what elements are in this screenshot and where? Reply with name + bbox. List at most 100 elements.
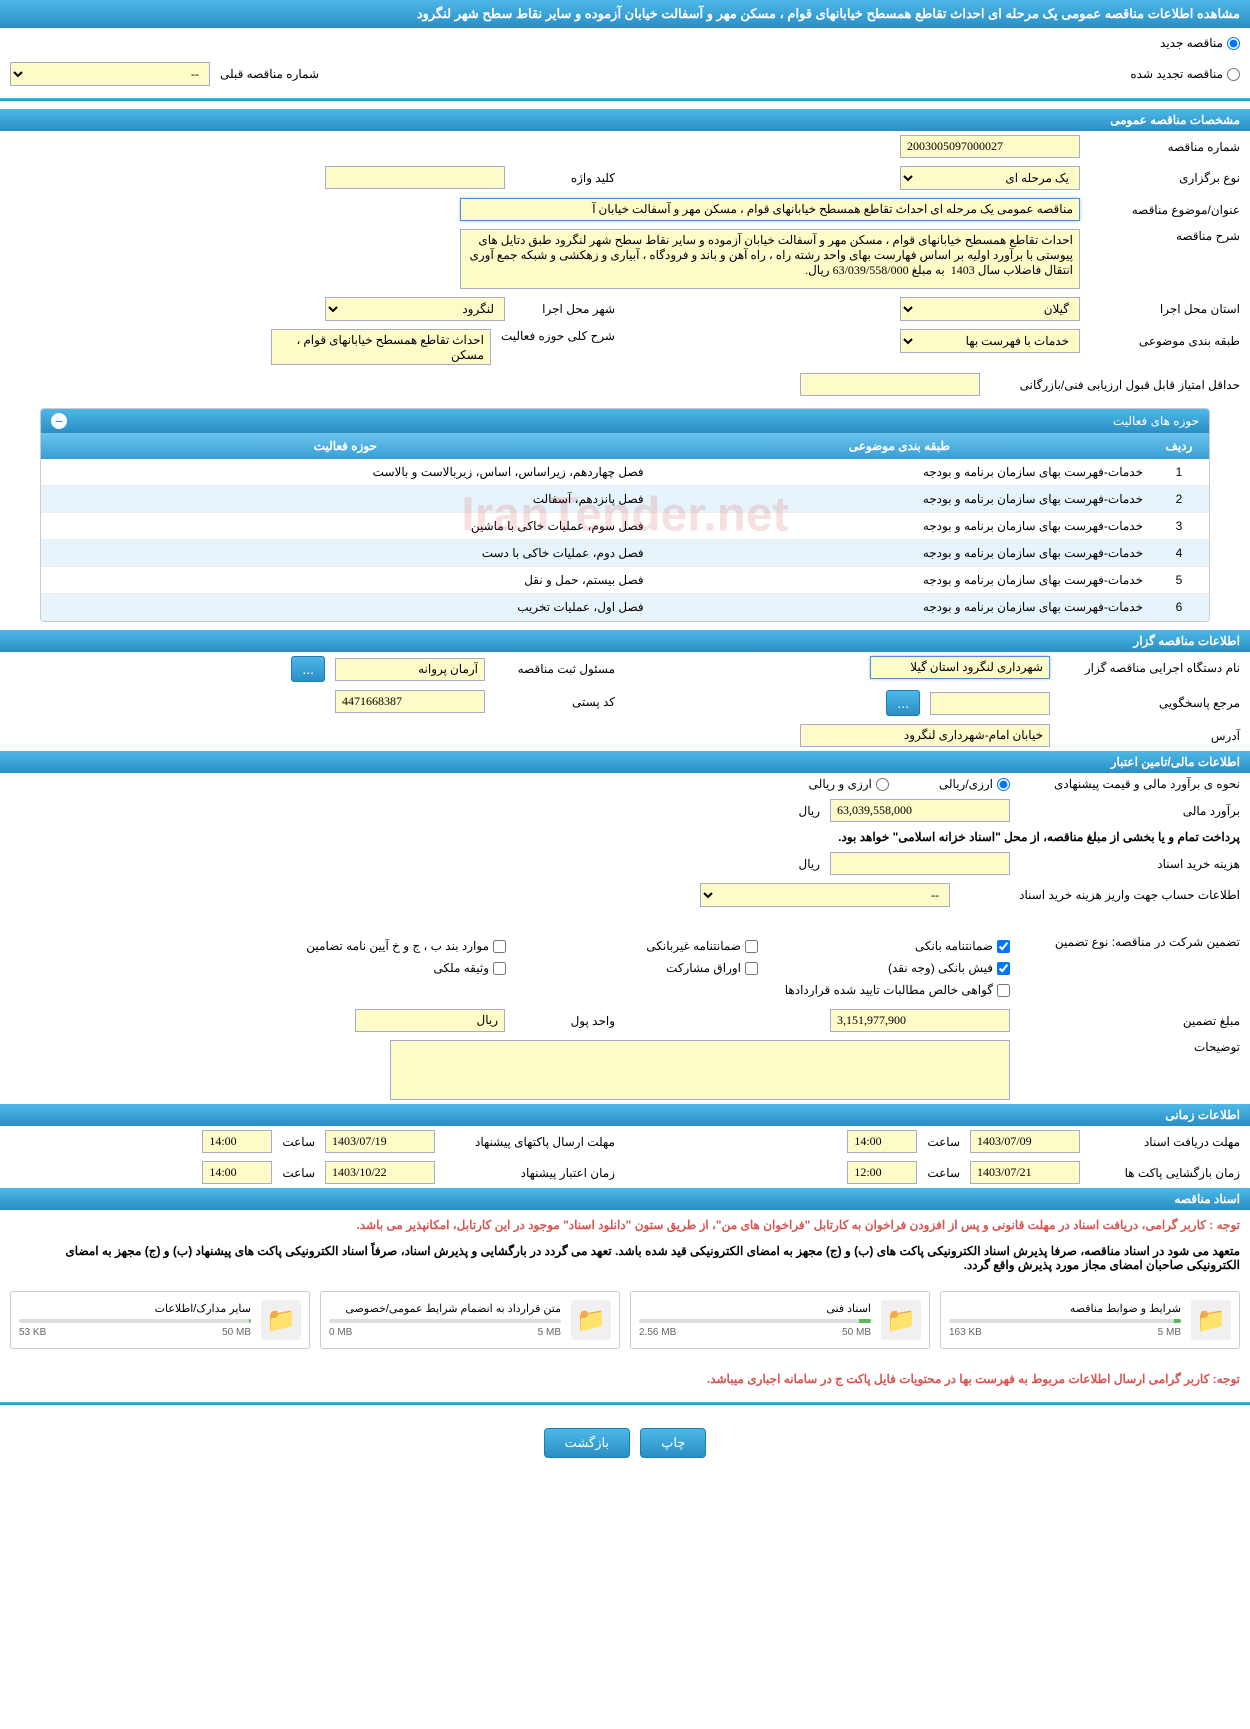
address-label: آدرس [1060, 729, 1240, 743]
doc-receive-date[interactable] [970, 1130, 1080, 1153]
treasury-note: پرداخت تمام و یا بخشی از مبلغ مناقصه، از… [0, 826, 1250, 848]
open-time[interactable] [847, 1161, 917, 1184]
validity-time[interactable] [202, 1161, 272, 1184]
type-select[interactable]: یک مرحله ای [900, 166, 1080, 190]
cb-cases[interactable] [493, 940, 506, 953]
account-select[interactable]: -- [700, 883, 950, 907]
back-button[interactable]: بازگشت [544, 1428, 630, 1458]
guarantee-amount-input[interactable] [830, 1009, 1010, 1032]
file-size: 53 KB [19, 1327, 46, 1338]
tender-number-input[interactable] [900, 135, 1080, 158]
radio-new-tender[interactable] [1227, 37, 1240, 50]
file-item[interactable]: 📁 متن قرارداد به انضمام شرایط عمومی/خصوص… [320, 1291, 620, 1349]
bid-send-time[interactable] [202, 1130, 272, 1153]
time-label-3: ساعت [927, 1166, 960, 1180]
bid-send-label: مهلت ارسال پاکتهای پیشنهاد [445, 1135, 615, 1149]
title-input[interactable] [460, 198, 1080, 221]
time-label-2: ساعت [282, 1135, 315, 1149]
file-max: 5 MB [1158, 1327, 1181, 1338]
currency-label-2: ریال [798, 857, 820, 871]
money-unit-label: واحد پول [515, 1014, 615, 1028]
open-date[interactable] [970, 1161, 1080, 1184]
registrar-label: مسئول ثبت مناقصه [495, 662, 615, 676]
prev-number-select[interactable]: -- [10, 62, 210, 86]
org-input[interactable] [870, 656, 1050, 679]
estimate-label: برآورد مالی [1020, 804, 1240, 818]
province-select[interactable]: گیلان [900, 297, 1080, 321]
print-button[interactable]: چاپ [640, 1428, 706, 1458]
file-item[interactable]: 📁 شرایط و ضوابط مناقصه 163 KB5 MB [940, 1291, 1240, 1349]
file-item[interactable]: 📁 سایر مدارک/اطلاعات 53 KB50 MB [10, 1291, 310, 1349]
folder-icon: 📁 [261, 1300, 301, 1340]
min-score-input[interactable] [800, 373, 980, 396]
section-general: مشخصات مناقصه عمومی [0, 109, 1250, 131]
file-max: 50 MB [842, 1327, 871, 1338]
table-row: 4خدمات-فهرست بهای سازمان برنامه و بودجهف… [41, 540, 1209, 567]
file-size: 2.56 MB [639, 1327, 676, 1338]
contact-lookup-button[interactable]: ... [886, 690, 920, 716]
registrar-input[interactable] [335, 658, 485, 681]
file-size: 163 KB [949, 1327, 982, 1338]
lbl-nonbank: ضمانتنامه غیربانکی [646, 939, 741, 953]
doc-warning-1: توجه : کاربر گرامی، دریافت اسناد در مهلت… [0, 1210, 1250, 1240]
registrar-lookup-button[interactable]: ... [291, 656, 325, 682]
col-row: ردیف [1149, 433, 1209, 459]
postal-input[interactable] [335, 690, 485, 713]
doc-receive-label: مهلت دریافت اسناد [1090, 1135, 1240, 1149]
file-name: اسناد فنی [639, 1302, 871, 1315]
open-label: زمان بازگشایی پاکت ها [1090, 1166, 1240, 1180]
section-documents: اسناد مناقصه [0, 1188, 1250, 1210]
description-textarea[interactable]: احداث تقاطع همسطح خیابانهای قوام ، مسکن … [460, 229, 1080, 289]
cb-certificate[interactable] [997, 984, 1010, 997]
keyword-input[interactable] [325, 166, 505, 189]
table-row: 3خدمات-فهرست بهای سازمان برنامه و بودجهف… [41, 513, 1209, 540]
classification-select[interactable]: خدمات با فهرست بها [900, 329, 1080, 353]
cb-nonbank[interactable] [745, 940, 758, 953]
section-tenderer: اطلاعات مناقصه گزار [0, 630, 1250, 652]
activity-table: ردیف طبقه بندی موضوعی حوزه فعالیت 1خدمات… [41, 433, 1209, 621]
cb-property[interactable] [493, 962, 506, 975]
radio-foreign[interactable] [876, 778, 889, 791]
prev-number-label: شماره مناقصه قبلی [220, 67, 319, 81]
contact-input[interactable] [930, 692, 1050, 715]
lbl-securities: اوراق مشارکت [666, 961, 741, 975]
validity-label: زمان اعتبار پیشنهاد [445, 1166, 615, 1180]
file-name: متن قرارداد به انضمام شرایط عمومی/خصوصی [329, 1302, 561, 1315]
notes-label: توضیحات [1020, 1040, 1240, 1054]
doc-cost-input[interactable] [830, 852, 1010, 875]
radio-renewed-tender[interactable] [1227, 68, 1240, 81]
doc-cost-label: هزینه خرید اسناد [1020, 857, 1240, 871]
time-label-1: ساعت [927, 1135, 960, 1149]
activity-desc-label: شرح کلی حوزه فعالیت [501, 329, 615, 343]
radio-rial[interactable] [997, 778, 1010, 791]
bid-send-date[interactable] [325, 1130, 435, 1153]
min-score-label: حداقل امتیاز قابل قبول ارزیابی فنی/بازرگ… [990, 378, 1240, 392]
section-timing: اطلاعات زمانی [0, 1104, 1250, 1126]
file-max: 50 MB [222, 1327, 251, 1338]
city-select[interactable]: لنگرود [325, 297, 505, 321]
keyword-label: کلید واژه [515, 171, 615, 185]
doc-receive-time[interactable] [847, 1130, 917, 1153]
cb-bank-guarantee[interactable] [997, 940, 1010, 953]
table-row: 6خدمات-فهرست بهای سازمان برنامه و بودجهف… [41, 594, 1209, 621]
lbl-certificate: گواهی خالص مطالبات تایید شده قراردادها [785, 983, 993, 997]
file-item[interactable]: 📁 اسناد فنی 2.56 MB50 MB [630, 1291, 930, 1349]
label-rial: ارزی/ریالی [939, 777, 993, 791]
validity-date[interactable] [325, 1161, 435, 1184]
doc-warning-2: توجه: کاربر گرامی ارسال اطلاعات مربوط به… [0, 1364, 1250, 1394]
lbl-property: وثیقه ملکی [433, 961, 489, 975]
cb-securities[interactable] [745, 962, 758, 975]
money-unit-input[interactable] [355, 1009, 505, 1032]
collapse-icon[interactable]: − [51, 413, 67, 429]
tender-type-group: مناقصه جدید [0, 28, 1250, 58]
cb-cash[interactable] [997, 962, 1010, 975]
page-title: مشاهده اطلاعات مناقصه عمومی یک مرحله ای … [0, 0, 1250, 28]
notes-textarea[interactable] [390, 1040, 1010, 1100]
address-input[interactable] [800, 724, 1050, 747]
lbl-bank-guarantee: ضمانتنامه بانکی [915, 939, 993, 953]
estimate-input[interactable] [830, 799, 1010, 822]
table-row: 2خدمات-فهرست بهای سازمان برنامه و بودجهف… [41, 486, 1209, 513]
table-row: 5خدمات-فهرست بهای سازمان برنامه و بودجهف… [41, 567, 1209, 594]
activity-desc-textarea[interactable]: احداث تقاطع همسطح خیابانهای قوام ، مسکن [271, 329, 491, 365]
label-new-tender: مناقصه جدید [1160, 36, 1223, 50]
